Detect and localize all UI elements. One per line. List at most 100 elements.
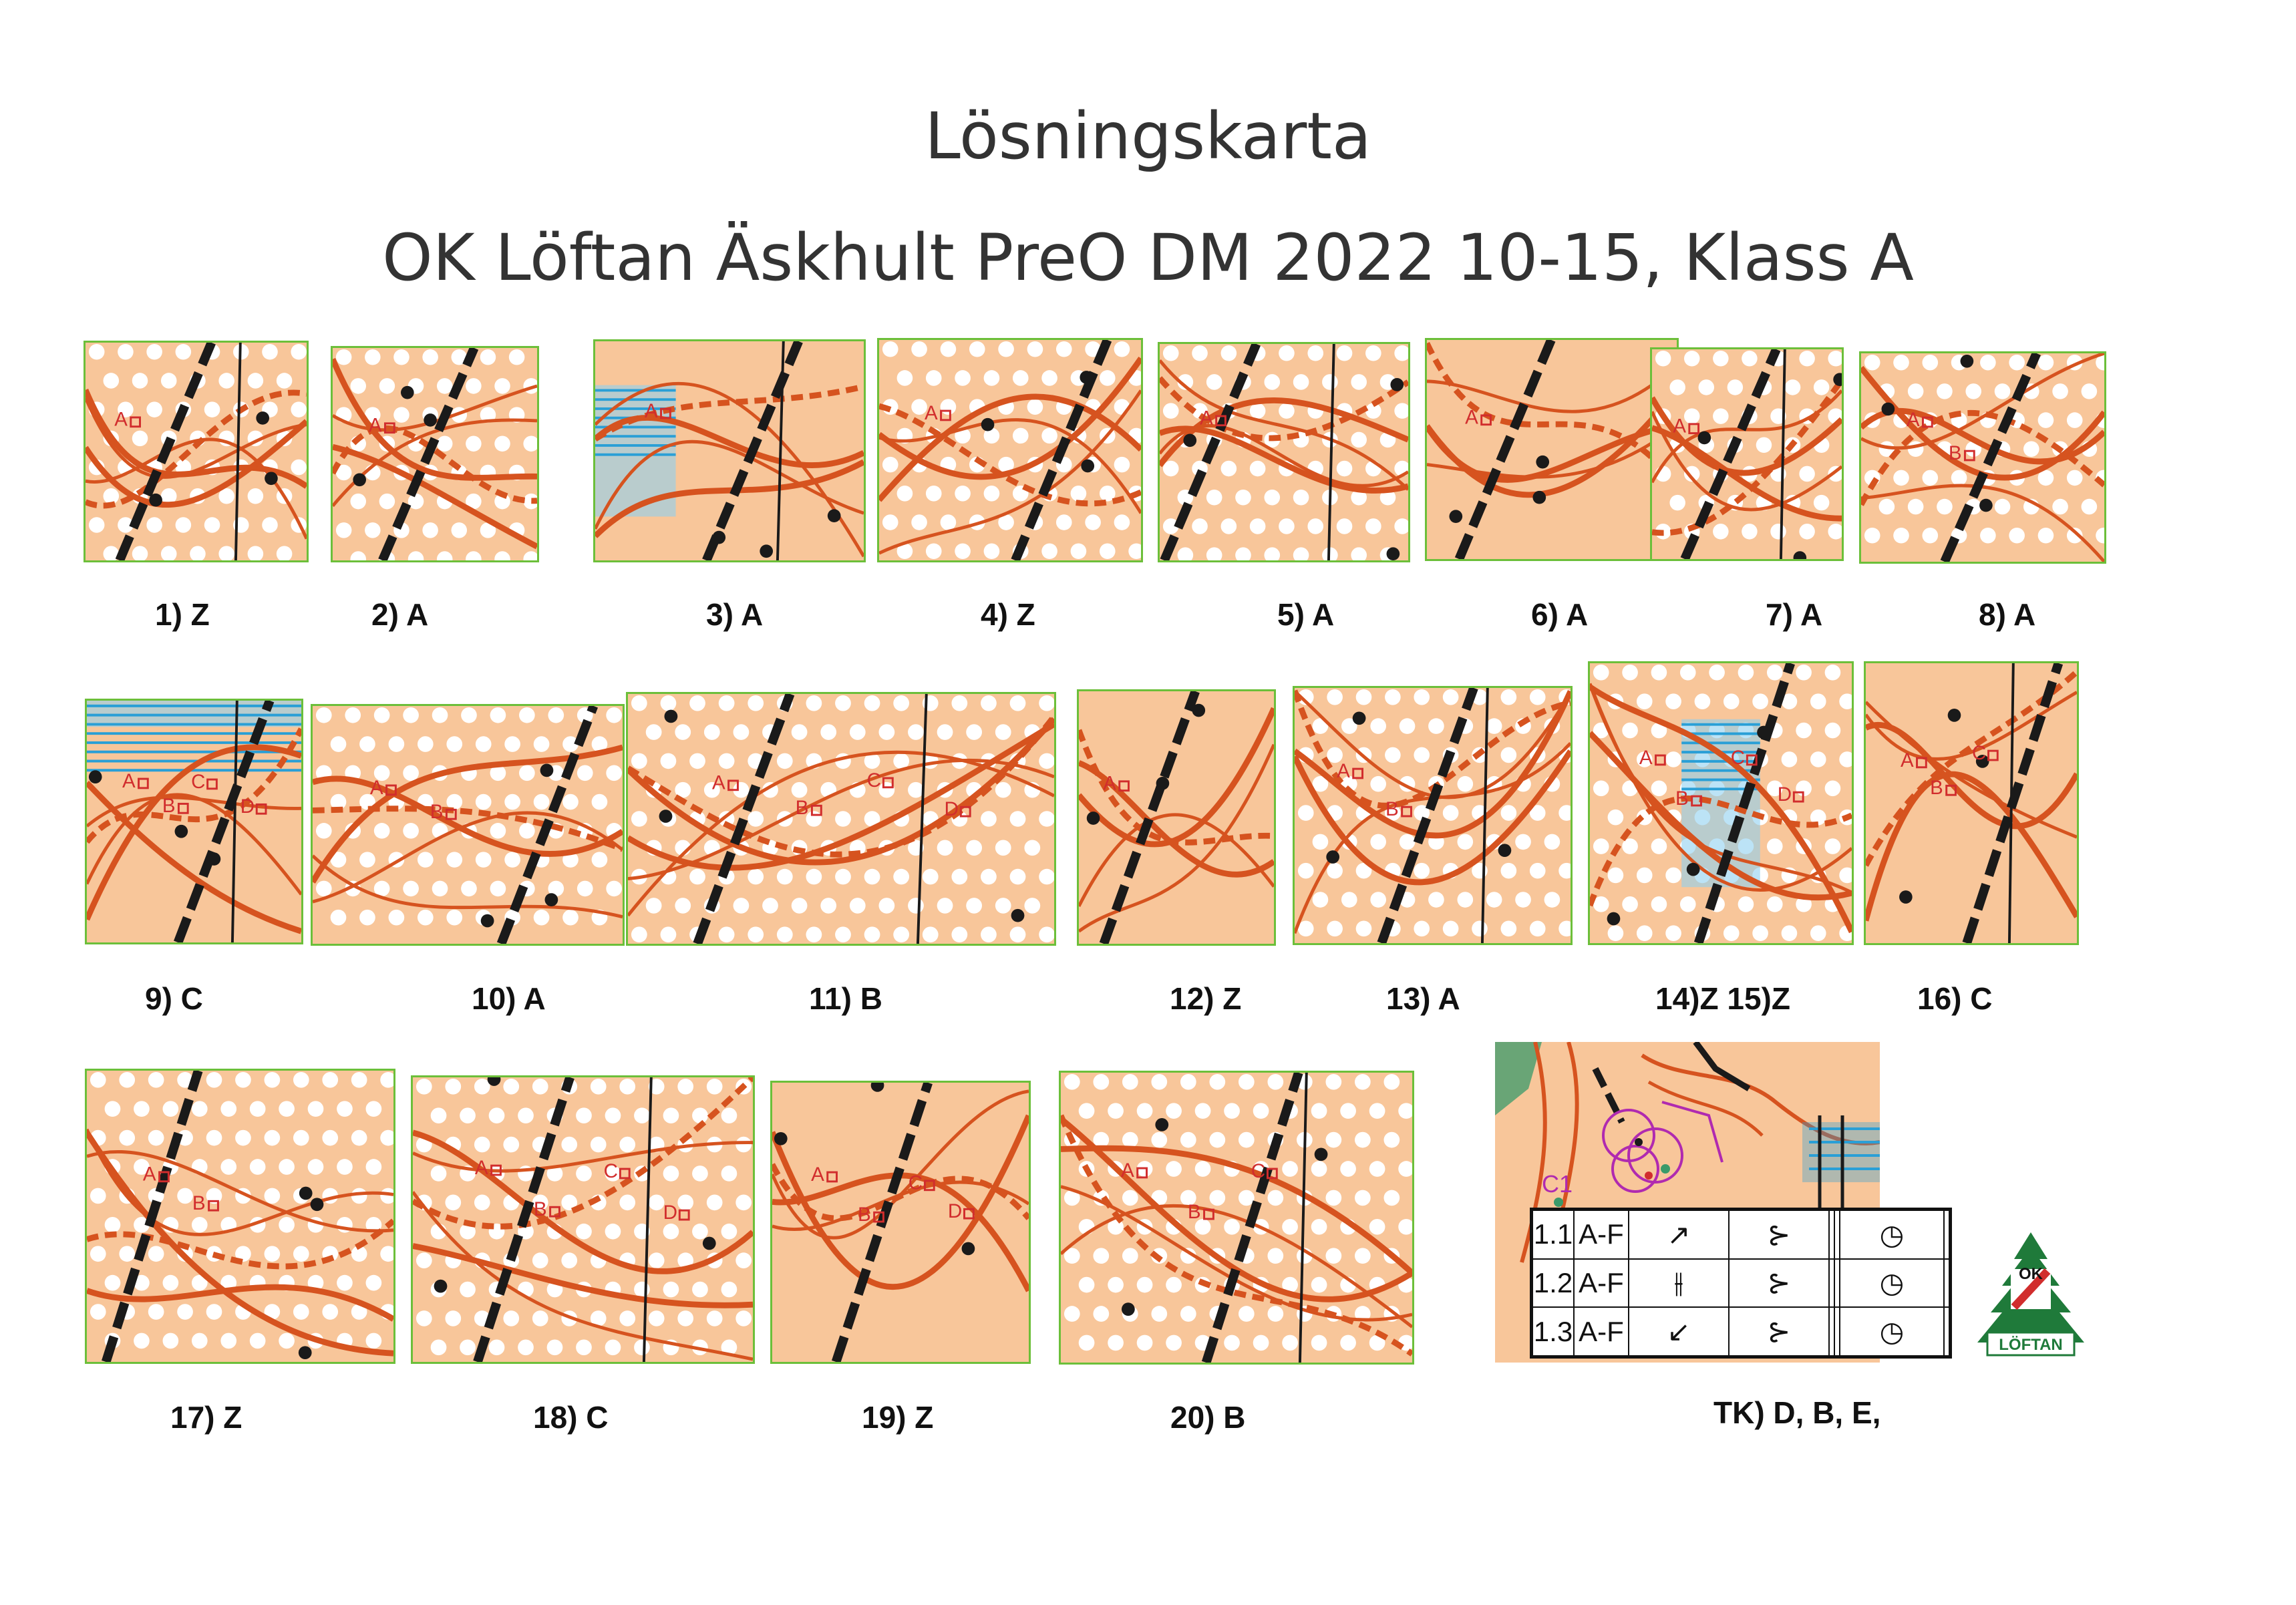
task-answer-9: 9) C: [145, 981, 203, 1016]
cell-clock: ◷: [1839, 1210, 1945, 1260]
cell-clock: ◷: [1839, 1258, 1945, 1308]
task-marker-label: A: [1465, 407, 1478, 429]
task-answer-12: 12) Z: [1170, 981, 1242, 1016]
task-marker-label: B: [1188, 1201, 1201, 1223]
task-map-11: A B C D: [626, 692, 1056, 946]
timed-control-answer: TK) D, B, E,: [1713, 1395, 1881, 1430]
cell-feature: ⊱: [1728, 1258, 1830, 1308]
task-marker-label: A: [712, 772, 725, 794]
logo-top-text: OK: [2019, 1265, 2043, 1283]
task-marker-label: A: [645, 400, 658, 422]
task-answer-14: 14)Z 15)Z: [1655, 981, 1790, 1016]
task-answer-11: 11) B: [809, 981, 882, 1016]
task-marker-label: A: [1103, 773, 1116, 795]
task-marker-label: B: [430, 801, 444, 823]
task-marker-label: D: [663, 1202, 677, 1224]
task-marker-label: B: [1949, 442, 1962, 464]
page-title: Lösningskarta: [925, 99, 1371, 174]
task-answer-2: 2) A: [371, 597, 429, 632]
task-marker-label: C: [1731, 747, 1745, 769]
club-logo: OK LÖFTAN: [1977, 1232, 2084, 1357]
task-marker-label: A: [925, 402, 938, 424]
task-answer-3: 3) A: [706, 597, 764, 632]
task-answer-19: 20) B: [1170, 1400, 1246, 1435]
task-marker-label: A: [1639, 747, 1653, 769]
task-map-1: A: [84, 341, 309, 562]
task-marker-label: A: [122, 770, 136, 792]
cell-num: 1.1: [1532, 1210, 1575, 1260]
task-answer-6: 6) A: [1531, 597, 1589, 632]
task-answer-8: 8) A: [1979, 597, 2036, 632]
task-marker-label: A: [475, 1157, 488, 1179]
task-marker-label: A: [1200, 407, 1213, 429]
task-marker-label: D: [948, 1200, 962, 1222]
cell-empty: [1943, 1210, 1951, 1260]
task-answer-13: 13) A: [1386, 981, 1460, 1016]
task-marker-label: C: [867, 769, 881, 791]
task-map-4: A: [877, 338, 1143, 562]
task-answer-10: 10) A: [472, 981, 546, 1016]
cell-empty: [1828, 1306, 1836, 1357]
task-marker-label: B: [192, 1192, 206, 1214]
cell-feature: ⊱: [1728, 1210, 1830, 1260]
task-answer-16: 17) Z: [170, 1400, 242, 1435]
task-marker-label: D: [1778, 783, 1792, 806]
task-map-6: A: [1425, 338, 1679, 561]
control-description-table: 1.1 A-F ↗ ⊱ ◷ 1.2 A-F ⫲ ⊱ ◷ 1.3 A-F ↙ ⊱ ◷: [1530, 1208, 1952, 1359]
cell-num: 1.3: [1532, 1306, 1575, 1357]
cell-feature: ⊱: [1728, 1306, 1830, 1357]
task-answer-5: 5) A: [1277, 597, 1335, 632]
control-description-row: 1.2 A-F ⫲ ⊱ ◷: [1532, 1258, 1951, 1308]
cell-empty: [1943, 1258, 1951, 1308]
task-marker-label: A: [1673, 415, 1686, 437]
task-marker-label: B: [1675, 787, 1689, 810]
task-answer-4: 4) Z: [981, 597, 1035, 632]
cell-range: A-F: [1573, 1258, 1629, 1308]
task-answer-1: 1) Z: [155, 597, 210, 632]
task-answer-15: 16) C: [1917, 981, 1993, 1016]
control-description-row: 1.3 A-F ↙ ⊱ ◷: [1532, 1306, 1951, 1357]
task-marker-label: B: [858, 1204, 871, 1226]
task-answer-17: 18) C: [533, 1400, 609, 1435]
cell-empty: [1943, 1306, 1951, 1357]
task-marker-label: C: [604, 1160, 618, 1182]
cell-dir: ⫲: [1628, 1258, 1730, 1308]
task-marker-label: A: [1337, 760, 1350, 782]
task-map-7: A: [1650, 347, 1844, 561]
task-marker-label: A: [114, 409, 128, 431]
task-marker-label: B: [796, 797, 809, 819]
task-marker-label: C: [191, 771, 205, 793]
cell-range: A-F: [1573, 1306, 1629, 1357]
task-marker-label: D: [945, 798, 959, 820]
cell-empty: [1833, 1306, 1841, 1357]
cell-empty: [1833, 1210, 1841, 1260]
task-marker-label: A: [811, 1164, 824, 1186]
control-description-row: 1.1 A-F ↗ ⊱ ◷: [1532, 1210, 1951, 1260]
task-marker-label: A: [1901, 749, 1914, 771]
task-marker-label: A: [369, 415, 382, 437]
task-marker-label: B: [1385, 798, 1399, 820]
task-map-3: A: [593, 339, 866, 562]
cell-dir: ↙: [1628, 1306, 1730, 1357]
logo-bottom-text: LÖFTAN: [1999, 1336, 2063, 1354]
cell-clock: ◷: [1839, 1306, 1945, 1357]
task-marker-label: B: [534, 1198, 547, 1220]
task-marker-label: B: [162, 795, 176, 817]
task-marker-label: A: [1121, 1160, 1134, 1182]
task-map-5: A: [1158, 342, 1410, 562]
task-answer-18: 19) Z: [862, 1400, 934, 1435]
task-map-12: A: [1077, 689, 1276, 946]
cell-empty: [1833, 1258, 1841, 1308]
task-marker-label: C: [1972, 742, 1986, 764]
cell-empty: [1828, 1210, 1836, 1260]
cell-empty: [1828, 1258, 1836, 1308]
task-marker-label: D: [240, 795, 255, 818]
cell-dir: ↗: [1628, 1210, 1730, 1260]
task-map-19: A B C: [1059, 1071, 1414, 1365]
